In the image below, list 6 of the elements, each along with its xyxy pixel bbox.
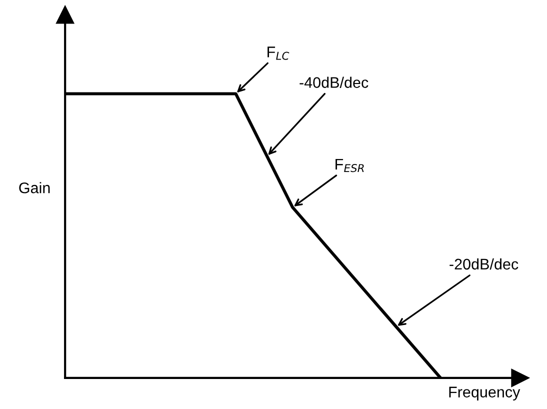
y-axis-title: Gain <box>19 182 50 194</box>
text: F$_{LC}$ <box>268 46 290 60</box>
x-axis-title: Frequency <box>449 386 520 400</box>
text: -40dB/dec <box>300 76 368 88</box>
text: -20dB/dec <box>450 258 518 270</box>
annotation: F$_{ESR}$ <box>336 158 364 172</box>
